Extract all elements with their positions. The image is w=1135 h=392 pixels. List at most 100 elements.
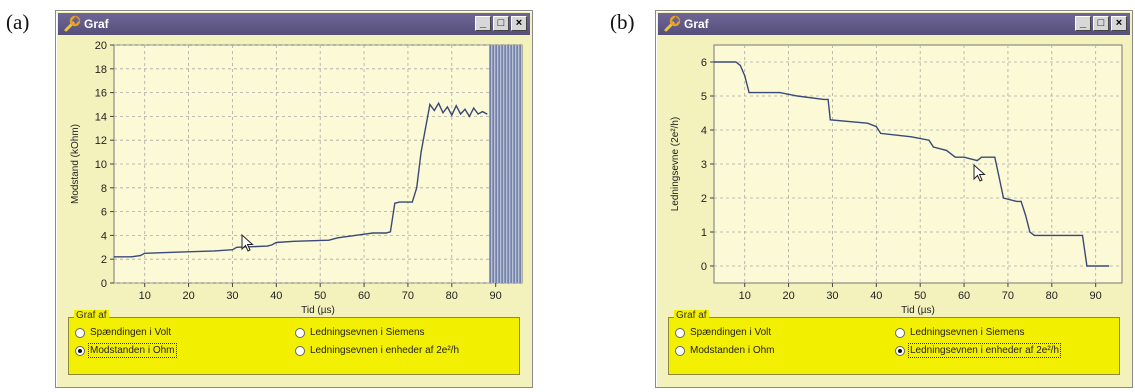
option-label: Modstanden i Ohm: [690, 345, 775, 356]
data-point: [876, 126, 877, 127]
data-point: [412, 201, 413, 202]
data-point: [416, 187, 417, 188]
data-point: [880, 133, 881, 134]
data-point: [131, 256, 132, 257]
x-tick-label: 90: [490, 290, 502, 302]
resistance-chart: 10 20 30 40 50 60 70 80 90 0 2 4 6 8 10 12 14 16 18 20 Tid (…: [56, 35, 532, 317]
data-point: [748, 92, 749, 93]
graph-window-a: Graf _ □ × 10 20 30 40 50 60 70 80 90 0 2 4 6 8 10 12 14…: [55, 10, 533, 388]
y-tick-label: 18: [95, 64, 107, 76]
y-tick-label: 1: [701, 227, 707, 239]
title-bar[interactable]: Graf _ □ ×: [658, 13, 1130, 35]
y-tick-label: 2: [101, 254, 107, 266]
data-point: [1082, 235, 1083, 236]
option-conductance-siemens[interactable]: Ledningsevnen i Siemens: [295, 327, 425, 338]
option-conductance-quantum[interactable]: Ledningsevnen i enheder af 2e²/h: [895, 345, 1059, 356]
data-point: [451, 115, 452, 116]
x-tick-label: 60: [958, 290, 970, 302]
data-point: [464, 109, 465, 110]
data-point: [1029, 231, 1030, 232]
y-axis-label: Modstand (kOhm): [70, 124, 81, 204]
radio-resistance-ohm[interactable]: [675, 346, 685, 356]
data-point: [867, 123, 868, 124]
data-point: [1003, 197, 1004, 198]
data-point: [456, 105, 457, 106]
data-point: [385, 232, 386, 233]
y-tick-label: 3: [701, 159, 707, 171]
title-bar[interactable]: Graf _ □ ×: [58, 13, 530, 35]
option-resistance-ohm[interactable]: Modstanden i Ohm: [675, 345, 775, 356]
data-point: [113, 256, 114, 257]
graph-type-group: Graf af Spændingen i Volt Ledningsevnen …: [68, 317, 520, 375]
panel-label-a: (a): [6, 10, 29, 35]
radio-voltage[interactable]: [75, 328, 85, 338]
y-tick-label: 5: [701, 91, 707, 103]
radio-voltage[interactable]: [675, 328, 685, 338]
x-tick-label: 40: [270, 290, 282, 302]
option-conductance-siemens[interactable]: Ledningsevnen i Siemens: [895, 327, 1025, 338]
x-tick-label: 50: [314, 290, 326, 302]
data-point: [293, 241, 294, 242]
graph-type-group: Graf af Spændingen i Volt Ledningsevnen …: [668, 317, 1120, 375]
data-point: [977, 160, 978, 161]
maximize-button[interactable]: □: [493, 16, 509, 31]
data-point: [140, 255, 141, 256]
data-point: [486, 113, 487, 114]
data-point: [713, 61, 714, 62]
data-point: [823, 99, 824, 100]
data-point: [390, 231, 391, 232]
data-point: [830, 119, 831, 120]
radio-conductance-siemens[interactable]: [895, 328, 905, 338]
option-label: Modstanden i Ohm: [90, 345, 175, 356]
option-label: Ledningsevnen i Siemens: [910, 327, 1025, 338]
y-tick-label: 6: [101, 207, 107, 219]
x-tick-label: 80: [1046, 290, 1058, 302]
close-button[interactable]: ×: [511, 16, 527, 31]
x-tick-label: 70: [1002, 290, 1014, 302]
data-point: [797, 95, 798, 96]
data-point: [735, 61, 736, 62]
y-tick-label: 14: [95, 111, 107, 123]
radio-resistance-ohm[interactable]: [75, 346, 85, 356]
radio-conductance-quantum[interactable]: [295, 346, 305, 356]
data-point: [372, 232, 373, 233]
y-tick-label: 0: [701, 261, 707, 273]
wrench-icon: [663, 15, 681, 33]
data-point: [994, 157, 995, 158]
data-point: [933, 146, 934, 147]
data-point: [429, 104, 430, 105]
x-tick-label: 90: [1090, 290, 1102, 302]
data-point: [999, 177, 1000, 178]
radio-conductance-siemens[interactable]: [295, 328, 305, 338]
data-point: [963, 157, 964, 158]
maximize-button[interactable]: □: [1093, 16, 1109, 31]
data-point: [1086, 265, 1087, 266]
data-point: [447, 106, 448, 107]
data-point: [337, 237, 338, 238]
data-point: [981, 157, 982, 158]
data-point: [946, 150, 947, 151]
x-tick-label: 70: [402, 290, 414, 302]
conductance-chart: 10 20 30 40 50 60 70 80 900123456Tid (µs)Ledning…: [656, 35, 1132, 317]
x-tick-label: 30: [226, 290, 238, 302]
data-point: [744, 75, 745, 76]
data-point: [276, 242, 277, 243]
minimize-button[interactable]: _: [475, 16, 491, 31]
option-voltage[interactable]: Spændingen i Volt: [75, 327, 171, 338]
option-voltage[interactable]: Spændingen i Volt: [675, 327, 771, 338]
data-point: [399, 201, 400, 202]
option-conductance-quantum[interactable]: Ledningsevnen i enheder af 2e²/h: [295, 345, 459, 356]
data-point: [740, 65, 741, 66]
data-point: [473, 107, 474, 108]
close-button[interactable]: ×: [1111, 16, 1127, 31]
y-tick-label: 12: [95, 135, 107, 147]
data-point: [267, 246, 268, 247]
graph-window-b: Graf _ □ × 10 20 30 40 50 60 70 80 90 0 1 2 3 4 5 6 Tid …: [655, 10, 1133, 388]
data-point: [478, 113, 479, 114]
minimize-button[interactable]: _: [1075, 16, 1091, 31]
data-point: [144, 253, 145, 254]
option-resistance-ohm[interactable]: Modstanden i Ohm: [75, 345, 175, 356]
data-point: [434, 110, 435, 111]
radio-conductance-quantum[interactable]: [895, 346, 905, 356]
data-point: [438, 103, 439, 104]
